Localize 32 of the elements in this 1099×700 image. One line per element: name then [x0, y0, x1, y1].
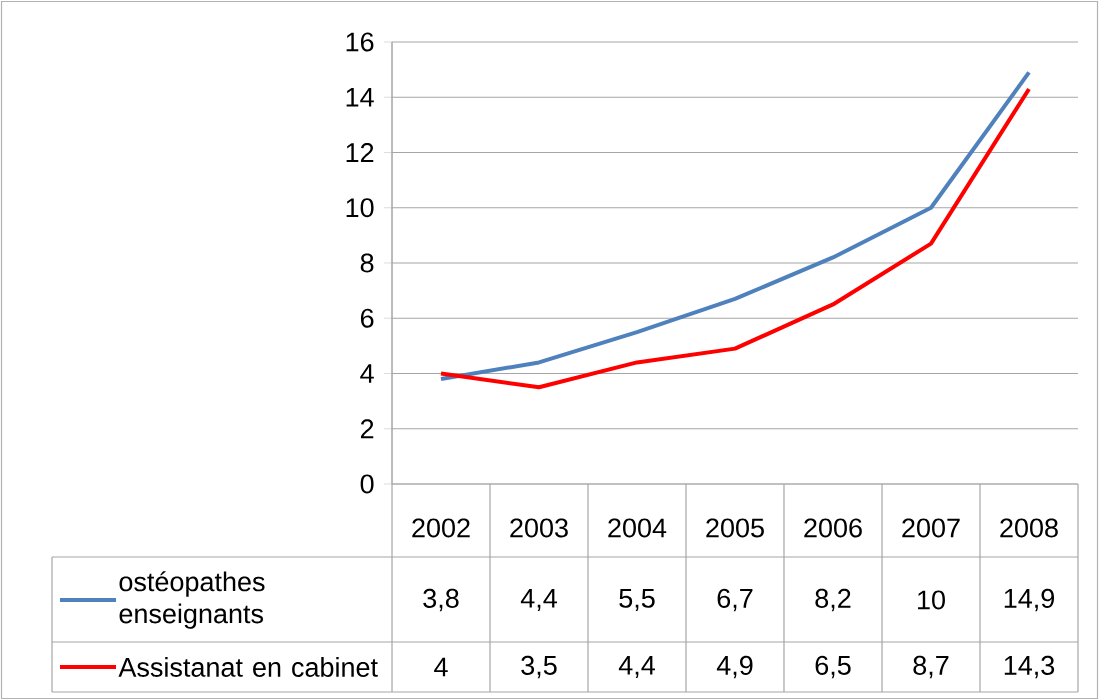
legend-label: ostéopathes enseignants — [119, 571, 265, 629]
x-tick-label: 2006 — [804, 518, 862, 538]
data-label: 14,9 — [1004, 588, 1054, 612]
data-label: 4,9 — [716, 655, 753, 679]
x-tick-label: 2007 — [902, 518, 960, 538]
x-tick-label: 2005 — [706, 518, 764, 538]
y-tick-label: 6 — [360, 308, 374, 328]
data-label: 3,5 — [521, 655, 557, 679]
y-tick-label: 0 — [360, 474, 374, 494]
data-label: 5,5 — [619, 588, 655, 611]
data-label: 6,7 — [717, 588, 753, 612]
y-tick-label: 8 — [360, 253, 374, 273]
data-label: 10 — [918, 590, 945, 610]
data-label: 6,5 — [815, 655, 851, 679]
data-label: 3,8 — [423, 588, 459, 612]
data-label: 4 — [434, 657, 448, 677]
data-label: 8,2 — [815, 588, 851, 612]
data-label: 14,3 — [1004, 655, 1055, 679]
y-tick-label: 4 — [360, 364, 374, 383]
data-label: 8,7 — [913, 655, 949, 679]
y-tick-label: 16 — [346, 32, 374, 52]
x-tick-label: 2002 — [412, 518, 470, 538]
legend-label: Assistanat en cabinet — [118, 657, 378, 677]
data-label: 4,4 — [520, 588, 557, 611]
data-label: 4,4 — [618, 655, 655, 678]
y-tick-label: 12 — [346, 143, 374, 162]
y-tick-label: 2 — [360, 419, 374, 439]
x-tick-label: 2004 — [608, 518, 667, 538]
x-tick-label: 2008 — [1000, 518, 1058, 538]
x-tick-label: 2003 — [510, 518, 568, 538]
y-tick-label: 10 — [346, 198, 374, 218]
y-tick-label: 14 — [346, 87, 374, 107]
